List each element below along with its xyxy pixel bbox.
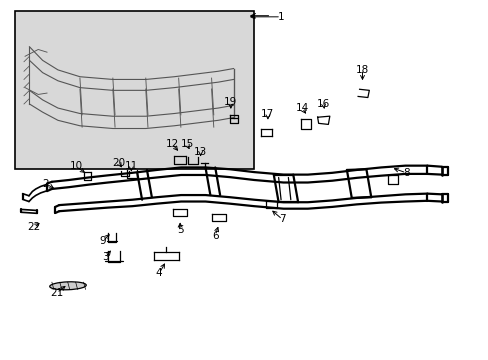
Text: 14: 14 [295,103,308,113]
Text: 2: 2 [42,179,49,189]
Text: 8: 8 [402,168,409,178]
Text: 13: 13 [194,147,207,157]
Text: 16: 16 [316,99,329,109]
Text: 22: 22 [27,222,41,232]
Text: 18: 18 [355,64,368,75]
Text: 9: 9 [100,236,106,246]
Bar [15,12,254,169]
Text: 12: 12 [165,139,179,149]
Text: 3: 3 [102,252,109,262]
Text: 19: 19 [224,97,237,107]
Text: 21: 21 [50,288,63,298]
Text: 20: 20 [112,158,125,168]
Text: 4: 4 [156,268,162,278]
Text: 10: 10 [70,161,82,171]
Text: 7: 7 [279,215,285,224]
Text: 6: 6 [211,231,218,240]
Text: 15: 15 [180,139,193,149]
Text: 11: 11 [124,161,138,171]
Text: 1: 1 [277,12,284,22]
Text: 17: 17 [261,109,274,119]
Ellipse shape [50,282,86,290]
Text: 5: 5 [177,225,183,235]
